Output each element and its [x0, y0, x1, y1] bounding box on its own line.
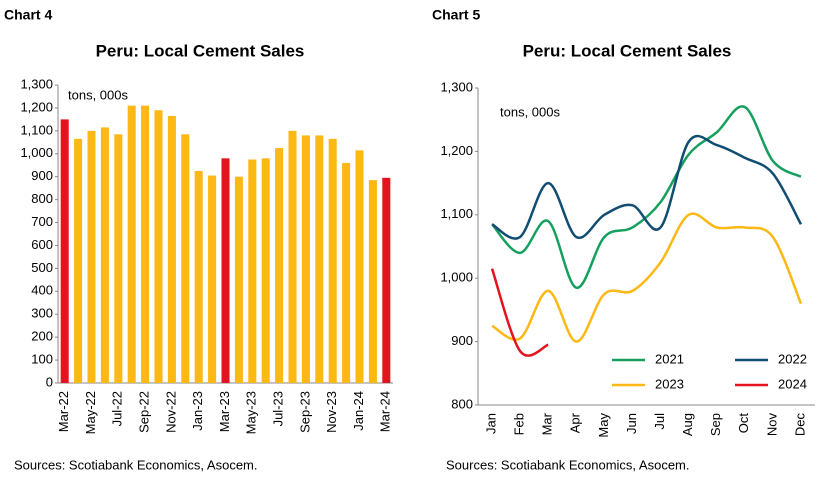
- bar: [221, 158, 230, 383]
- bar: [194, 170, 203, 383]
- x-tick-label: Aug: [680, 413, 695, 436]
- x-tick-label: Oct: [736, 413, 751, 434]
- x-tick-label: Sep-23: [297, 391, 312, 433]
- bar: [167, 115, 176, 383]
- bar: [154, 110, 163, 383]
- x-tick-label: Apr: [568, 412, 583, 433]
- bar: [275, 148, 284, 383]
- bar: [234, 176, 243, 383]
- x-tick-label: Jun: [624, 413, 639, 434]
- bar: [114, 134, 123, 383]
- bar: [60, 119, 69, 383]
- y-tick-label: 400: [31, 283, 53, 298]
- chart-label: Chart 4: [4, 7, 52, 23]
- bar: [328, 138, 337, 383]
- x-tick-label: Mar-22: [56, 391, 71, 432]
- y-axis-label: tons, 000s: [68, 87, 128, 102]
- y-tick-label: 1,000: [20, 145, 53, 160]
- y-tick-label: 800: [31, 191, 53, 206]
- legend-label: 2022: [778, 351, 807, 366]
- y-tick-label: 1,100: [440, 206, 473, 221]
- y-tick-label: 1,200: [440, 143, 473, 158]
- x-tick-label: Nov-23: [324, 391, 339, 433]
- chart-title: Peru: Local Cement Sales: [96, 41, 305, 60]
- x-tick-label: Jan-23: [190, 391, 205, 431]
- bar: [355, 150, 364, 383]
- bar: [181, 134, 190, 383]
- legend-label: 2023: [655, 376, 684, 391]
- y-tick-label: 1,100: [20, 122, 53, 137]
- y-tick-label: 300: [31, 306, 53, 321]
- source: Sources: Scotiabank Economics, Asocem.: [446, 457, 690, 472]
- bar: [301, 135, 310, 383]
- line: [491, 134, 803, 240]
- bar: [342, 162, 351, 383]
- bar: [127, 105, 136, 383]
- y-tick-label: 0: [46, 374, 53, 389]
- bar: [368, 180, 377, 383]
- line: [490, 268, 549, 357]
- x-tick-label: Jan: [483, 413, 498, 434]
- y-axis-label: tons, 000s: [500, 104, 560, 119]
- bar: [382, 177, 391, 383]
- y-tick-label: 900: [451, 333, 473, 348]
- y-tick-label: 200: [31, 329, 53, 344]
- x-tick-label: Nov: [764, 413, 779, 437]
- x-tick-label: Sep-22: [137, 391, 152, 433]
- x-tick-label: May-23: [244, 391, 259, 434]
- x-tick-label: Mar-23: [217, 391, 232, 432]
- bar: [141, 105, 150, 383]
- legend-label: 2024: [778, 376, 807, 391]
- y-tick-label: 1,000: [440, 270, 473, 285]
- y-tick-label: 1,300: [20, 76, 53, 91]
- y-tick-label: 500: [31, 260, 53, 275]
- x-tick-label: Mar-24: [378, 391, 393, 432]
- chart-label: Chart 5: [432, 7, 480, 23]
- y-tick-label: 800: [451, 396, 473, 411]
- x-tick-label: Jul-23: [271, 391, 286, 426]
- x-tick-label: Dec: [792, 413, 807, 437]
- x-tick-label: May: [596, 413, 611, 438]
- x-tick-label: Jul: [652, 413, 667, 430]
- x-tick-label: Feb: [512, 413, 527, 435]
- y-tick-label: 1,300: [440, 79, 473, 94]
- bar: [208, 175, 217, 383]
- x-tick-label: Jan-24: [351, 391, 366, 431]
- bar: [74, 138, 83, 383]
- y-tick-label: 100: [31, 352, 53, 367]
- y-tick-label: 700: [31, 214, 53, 229]
- x-tick-label: Mar: [540, 412, 555, 435]
- line: [491, 212, 803, 343]
- chart-title: Peru: Local Cement Sales: [523, 41, 732, 60]
- y-tick-label: 1,200: [20, 99, 53, 114]
- bar: [315, 135, 324, 383]
- bar: [87, 130, 96, 383]
- source: Sources: Scotiabank Economics, Asocem.: [14, 457, 258, 472]
- x-tick-label: Nov-22: [163, 391, 178, 433]
- x-tick-label: Sep: [708, 413, 723, 436]
- y-tick-label: 900: [31, 168, 53, 183]
- y-tick-label: 600: [31, 237, 53, 252]
- bar: [288, 130, 297, 383]
- bar: [261, 158, 270, 383]
- x-tick-label: Jul-22: [110, 391, 125, 426]
- bar: [100, 127, 109, 384]
- x-tick-label: May-22: [83, 391, 98, 434]
- bar: [248, 159, 257, 383]
- legend-label: 2021: [655, 351, 684, 366]
